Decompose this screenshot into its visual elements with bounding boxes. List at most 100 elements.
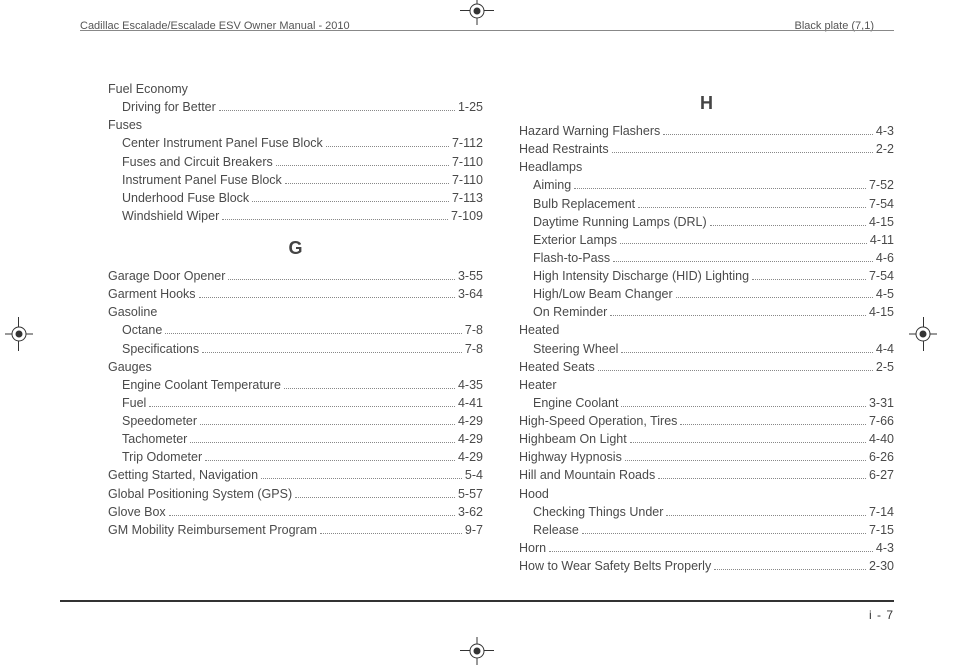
index-label: Steering Wheel [533,340,618,358]
index-label: Engine Coolant Temperature [122,376,281,394]
index-entry: GM Mobility Reimbursement Program9-7 [108,521,483,539]
leader-dots [582,533,866,534]
index-label: Bulb Replacement [533,195,635,213]
leader-dots [610,315,866,316]
index-page: 4-41 [458,394,483,412]
leader-dots [710,225,866,226]
index-label: Global Positioning System (GPS) [108,485,292,503]
leader-dots [276,165,449,166]
leader-dots [630,442,866,443]
leader-dots [284,388,455,389]
index-entry: How to Wear Safety Belts Properly2-30 [519,557,894,575]
index-page: 6-27 [869,466,894,484]
index-label: Highway Hypnosis [519,448,622,466]
index-entry: Garage Door Opener3-55 [108,267,483,285]
index-label: Heated [519,321,559,339]
index-page: 7-109 [451,207,483,225]
leader-dots [169,515,455,516]
index-page: 4-35 [458,376,483,394]
index-group: Heated [519,321,894,339]
index-page: 2-5 [876,358,894,376]
leader-dots [621,406,865,407]
leader-dots [252,201,449,202]
index-page: 2-2 [876,140,894,158]
leader-dots [658,478,866,479]
index-label: Instrument Panel Fuse Block [122,171,282,189]
leader-dots [320,533,462,534]
leader-dots [205,460,455,461]
index-entry: Aiming7-52 [519,176,894,194]
index-label: Horn [519,539,546,557]
index-entry: Engine Coolant3-31 [519,394,894,412]
index-label: Daytime Running Lamps (DRL) [533,213,707,231]
index-columns: Fuel EconomyDriving for Better1-25FusesC… [108,80,894,588]
leader-dots [666,515,866,516]
index-page: 1-25 [458,98,483,116]
index-label: Hill and Mountain Roads [519,466,655,484]
index-column-right: HHazard Warning Flashers4-3Head Restrain… [519,80,894,588]
index-entry: Octane7-8 [108,321,483,339]
index-page: 4-15 [869,303,894,321]
index-group: Heater [519,376,894,394]
index-group: Gauges [108,358,483,376]
index-entry: Horn 4-3 [519,539,894,557]
index-page: 7-8 [465,340,483,358]
index-label: Center Instrument Panel Fuse Block [122,134,323,152]
index-label: How to Wear Safety Belts Properly [519,557,711,575]
bottom-rule [60,600,894,602]
top-rule [80,30,894,31]
index-label: High-Speed Operation, Tires [519,412,677,430]
index-entry: Bulb Replacement7-54 [519,195,894,213]
registration-top-icon [460,0,494,22]
index-page: 7-52 [869,176,894,194]
index-label: Engine Coolant [533,394,618,412]
index-label: High/Low Beam Changer [533,285,673,303]
index-label: Garment Hooks [108,285,196,303]
index-page: 7-8 [465,321,483,339]
registration-left-icon [8,317,30,351]
index-page: 4-4 [876,340,894,358]
index-label: Flash-to-Pass [533,249,610,267]
index-page: 7-15 [869,521,894,539]
leader-dots [165,333,462,334]
index-entry: Flash-to-Pass4-6 [519,249,894,267]
leader-dots [219,110,455,111]
index-entry: Trip Odometer4-29 [108,448,483,466]
leader-dots [676,297,873,298]
index-label: Speedometer [122,412,197,430]
index-group: Fuel Economy [108,80,483,98]
index-entry: Engine Coolant Temperature 4-35 [108,376,483,394]
index-entry: Hazard Warning Flashers4-3 [519,122,894,140]
index-label: Head Restraints [519,140,609,158]
index-label: Hazard Warning Flashers [519,122,660,140]
leader-dots [620,243,867,244]
index-entry: Heated Seats2-5 [519,358,894,376]
section-heading: G [108,235,483,261]
leader-dots [202,352,462,353]
leader-dots [222,219,448,220]
leader-dots [621,352,872,353]
index-label: Fuses [108,116,142,134]
index-entry: Global Positioning System (GPS)5-57 [108,485,483,503]
leader-dots [598,370,873,371]
leader-dots [752,279,866,280]
leader-dots [663,134,873,135]
index-page: 7-110 [452,171,483,189]
index-entry: Head Restraints 2-2 [519,140,894,158]
index-page: 9-7 [465,521,483,539]
index-entry: Highway Hypnosis6-26 [519,448,894,466]
index-label: Exterior Lamps [533,231,617,249]
index-page: 3-64 [458,285,483,303]
index-page: 4-29 [458,412,483,430]
index-entry: Checking Things Under7-14 [519,503,894,521]
leader-dots [612,152,873,153]
leader-dots [261,478,462,479]
index-page: 4-3 [876,539,894,557]
index-entry: Daytime Running Lamps (DRL)4-15 [519,213,894,231]
index-page: 5-4 [465,466,483,484]
leader-dots [199,297,455,298]
index-page: 4-11 [870,231,894,249]
index-group: Gasoline [108,303,483,321]
index-page: 3-55 [458,267,483,285]
index-entry: Garment Hooks 3-64 [108,285,483,303]
